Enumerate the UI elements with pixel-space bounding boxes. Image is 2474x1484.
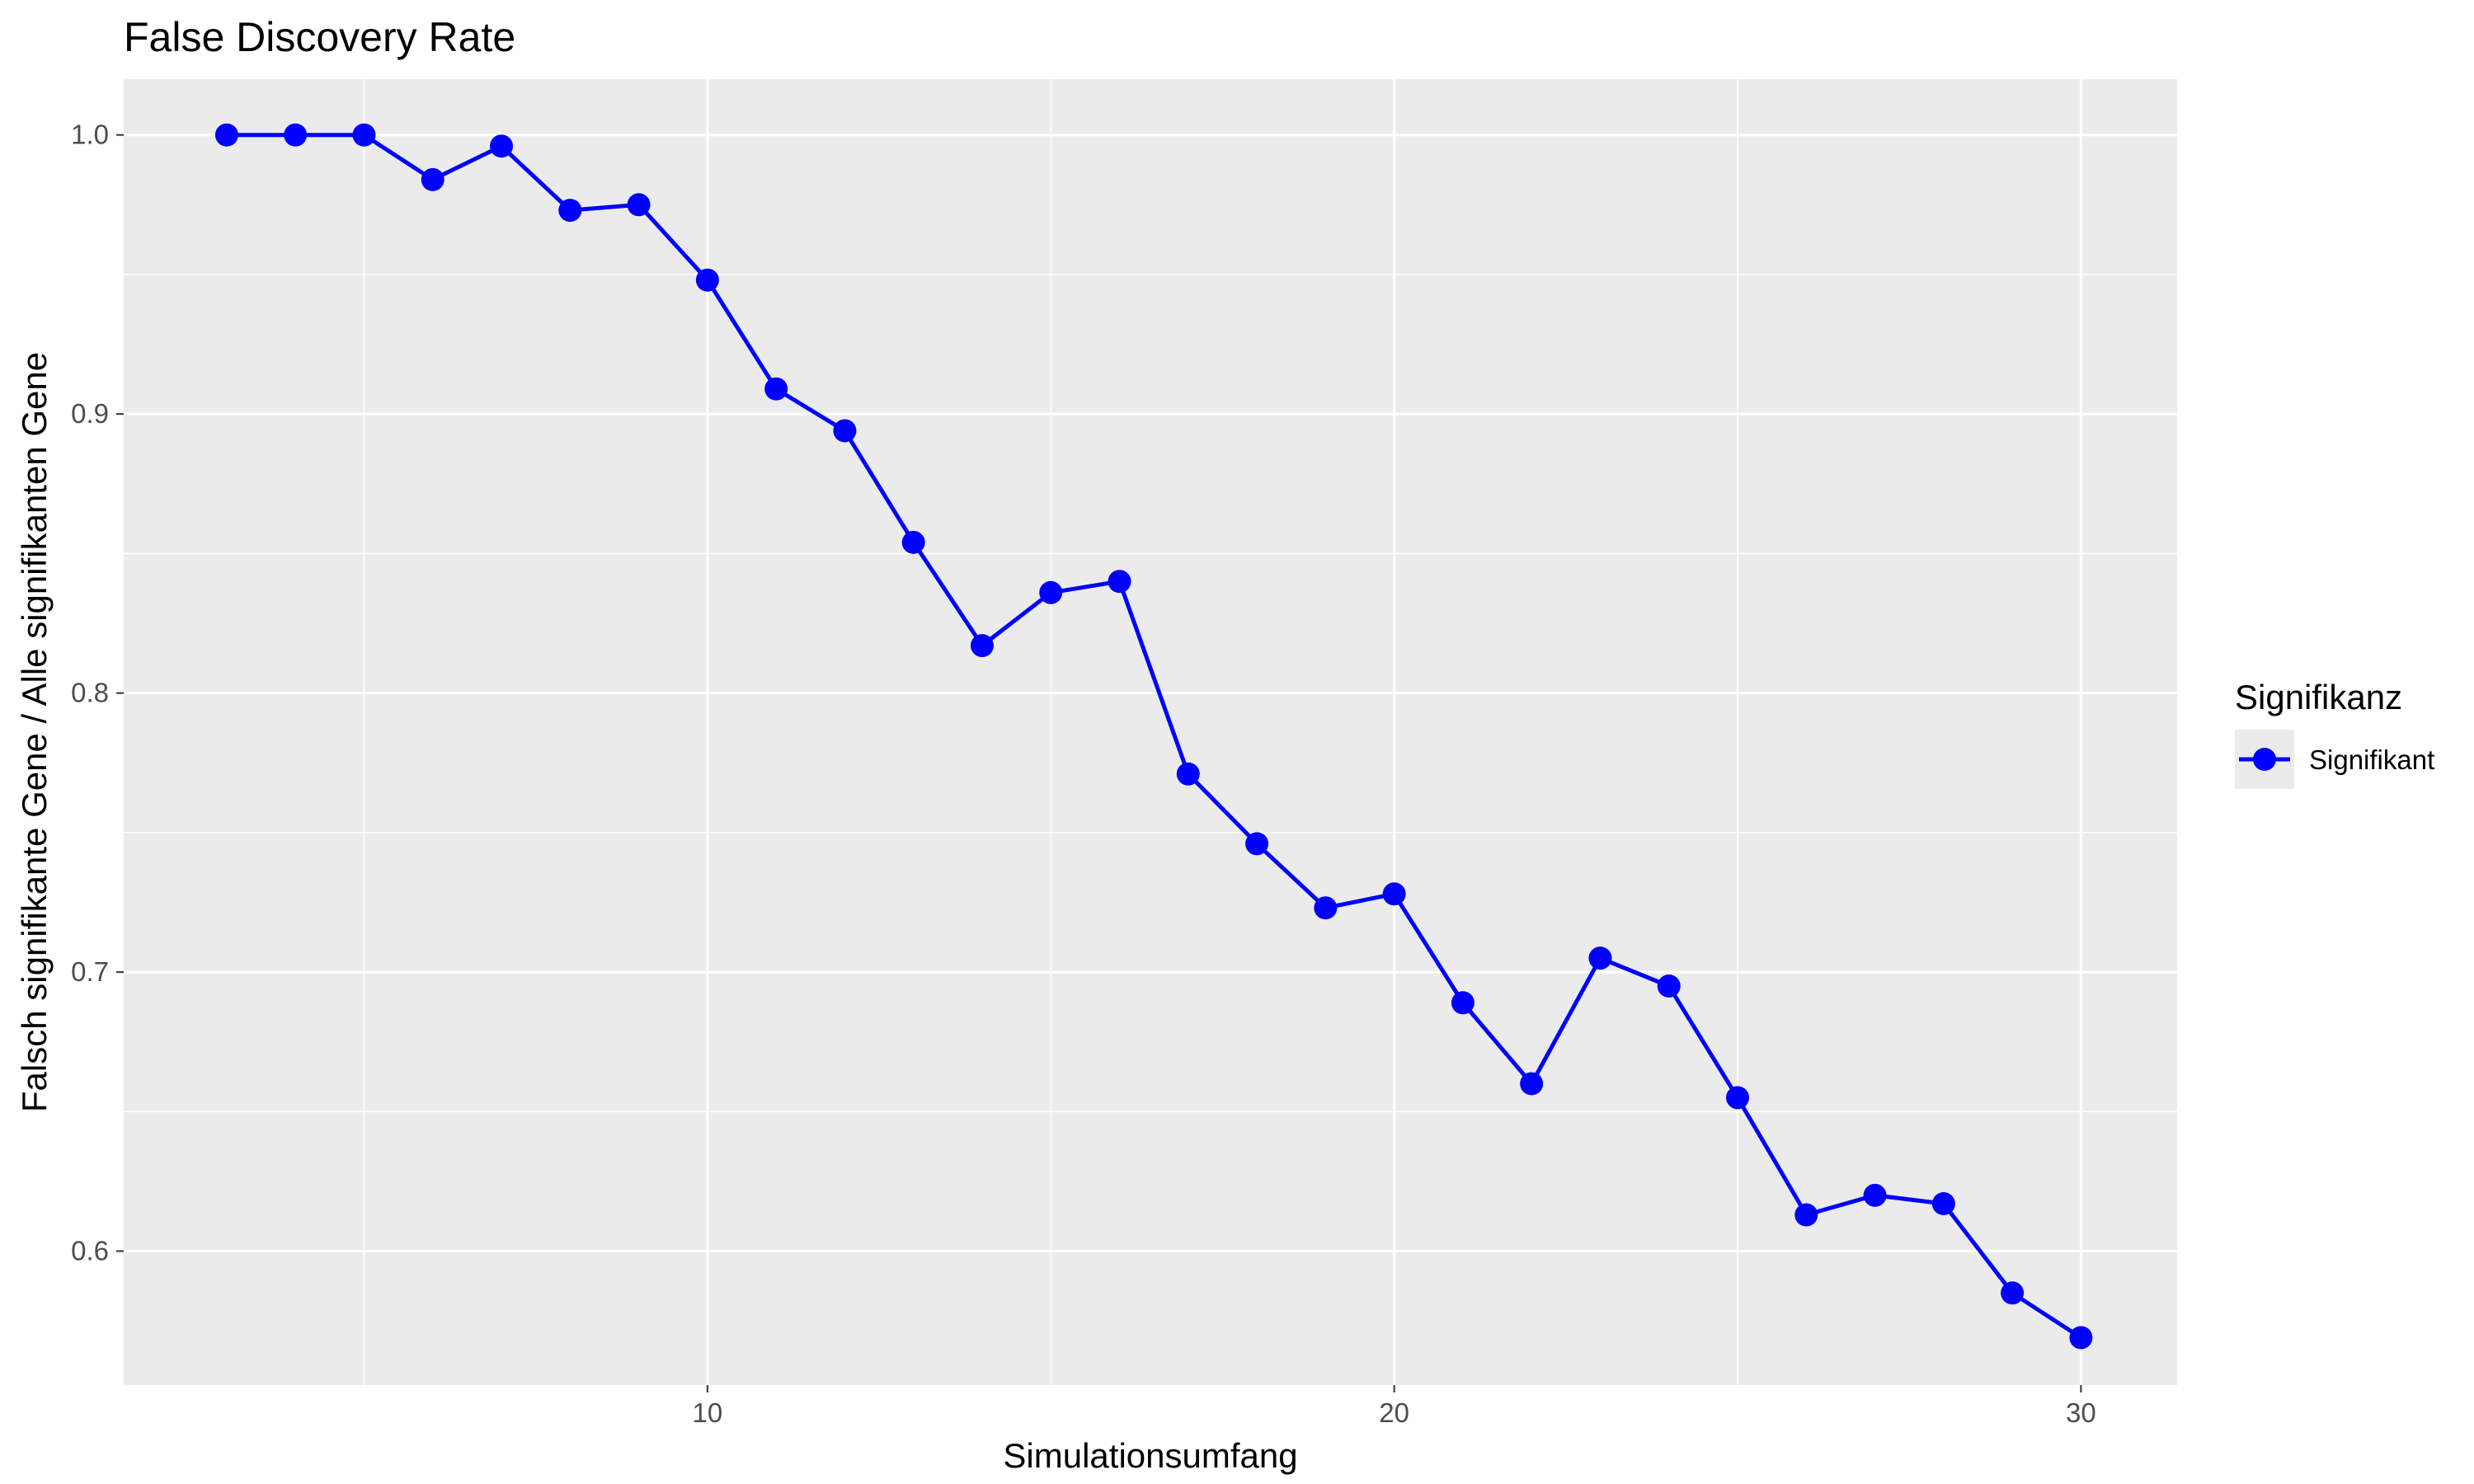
legend-title: Signifikanz xyxy=(2235,678,2402,716)
data-point xyxy=(1657,974,1681,998)
x-axis-title: Simulationsumfang xyxy=(1003,1436,1297,1475)
data-point xyxy=(284,123,308,147)
y-tick-label: 0.6 xyxy=(71,1236,109,1266)
data-point xyxy=(764,377,788,401)
series-line xyxy=(226,133,2082,1340)
data-point xyxy=(1314,896,1338,920)
data-point xyxy=(214,123,238,147)
y-axis-title: Falsch signifikante Gene / Alle signifik… xyxy=(15,352,54,1112)
data-point xyxy=(1176,762,1200,786)
data-point xyxy=(558,199,582,223)
data-point xyxy=(1039,580,1063,604)
x-tick-label: 30 xyxy=(2066,1397,2096,1428)
legend: Signifikanz Signifikant xyxy=(2235,678,2434,789)
data-point xyxy=(490,134,514,158)
data-point xyxy=(1520,1072,1544,1096)
data-point xyxy=(1931,1192,1955,1215)
legend-key-point xyxy=(2253,748,2276,771)
plot-panel xyxy=(124,79,2177,1385)
data-point xyxy=(2069,1326,2093,1350)
grid-major xyxy=(124,79,2177,1385)
grid-minor xyxy=(124,79,2177,1385)
legend-label: Signifikant xyxy=(2309,744,2434,775)
data-point xyxy=(1588,946,1612,970)
data-point xyxy=(695,268,719,292)
data-point xyxy=(1794,1203,1818,1227)
data-point xyxy=(2001,1281,2025,1305)
data-point xyxy=(1863,1183,1887,1207)
x-tick-label: 20 xyxy=(1379,1397,1409,1428)
data-point xyxy=(970,634,994,658)
data-point xyxy=(421,167,444,191)
data-point xyxy=(833,419,857,443)
data-point xyxy=(1451,991,1475,1015)
data-point xyxy=(1726,1086,1750,1110)
y-tick-label: 0.9 xyxy=(71,398,109,429)
data-point xyxy=(1382,882,1406,906)
y-tick-label: 1.0 xyxy=(71,120,109,150)
data-point xyxy=(352,123,376,147)
y-tick-label: 0.8 xyxy=(71,678,109,708)
x-tick-label: 10 xyxy=(693,1397,723,1428)
x-axis: 10 20 30 xyxy=(693,1385,2096,1428)
data-point xyxy=(1245,832,1269,856)
data-point xyxy=(1108,570,1131,594)
series-layer xyxy=(214,123,2093,1350)
chart-title: False Discovery Rate xyxy=(124,14,515,60)
y-tick-label: 0.7 xyxy=(71,956,109,987)
data-point xyxy=(901,530,925,554)
y-axis: 0.6 0.7 0.8 0.9 1.0 xyxy=(71,120,124,1266)
data-point xyxy=(627,193,651,217)
